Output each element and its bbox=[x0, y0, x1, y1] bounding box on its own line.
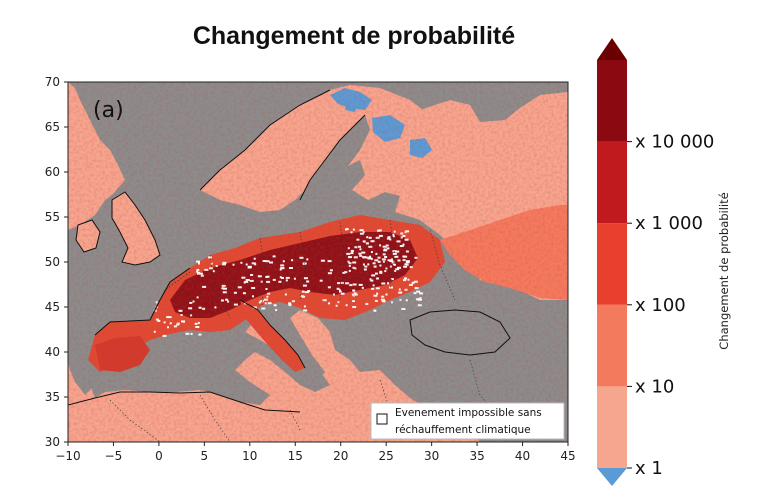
colorbar-bin bbox=[597, 141, 627, 224]
y-tick-label: 55 bbox=[45, 210, 60, 224]
colorbar-label: Changement de probabilité bbox=[717, 192, 731, 349]
colorbar-tick-label: x 1 000 bbox=[635, 213, 703, 234]
x-tick-label: 20 bbox=[333, 449, 348, 463]
coastlines bbox=[68, 89, 511, 413]
y-tick-label: 70 bbox=[45, 75, 60, 89]
x-tick-label: 30 bbox=[424, 449, 439, 463]
colorbar-under-arrow bbox=[597, 468, 627, 486]
colorbar-over-arrow bbox=[597, 38, 627, 60]
x-tick-label: 45 bbox=[560, 449, 575, 463]
y-axis: 30 35 40 45 50 55 60 65 70 bbox=[45, 75, 68, 449]
colorbar-bin bbox=[597, 60, 627, 142]
y-tick-label: 40 bbox=[45, 345, 60, 359]
colorbar-tick-label: x 100 bbox=[635, 295, 686, 316]
colorbar-bin bbox=[597, 304, 627, 387]
x-tick-label: −5 bbox=[105, 449, 123, 463]
colorbar-bin bbox=[597, 386, 627, 468]
y-tick-label: 65 bbox=[45, 120, 60, 134]
panel-label: (a) bbox=[93, 98, 124, 123]
colorbar-bin bbox=[597, 223, 627, 305]
y-tick-label: 60 bbox=[45, 165, 60, 179]
colorbar: x 1 x 10 x 100 x 1 000 x 10 000 bbox=[597, 38, 714, 486]
x-tick-label: 0 bbox=[155, 449, 163, 463]
impossible-legend: Evenement impossible sans réchauffement … bbox=[370, 402, 565, 440]
legend-box bbox=[370, 402, 565, 440]
map-area bbox=[68, 82, 568, 442]
chart-title: Changement de probabilité bbox=[192, 22, 516, 50]
y-tick-label: 30 bbox=[45, 435, 60, 449]
y-tick-label: 50 bbox=[45, 255, 60, 269]
x-tick-label: 15 bbox=[288, 449, 303, 463]
x-tick-label: 35 bbox=[469, 449, 484, 463]
x-tick-label: 10 bbox=[242, 449, 257, 463]
colorbar-tick-label: x 1 bbox=[635, 458, 663, 479]
x-tick-label: 5 bbox=[201, 449, 209, 463]
x-tick-label: 40 bbox=[515, 449, 530, 463]
y-tick-label: 45 bbox=[45, 300, 60, 314]
y-tick-label: 35 bbox=[45, 390, 60, 404]
legend-line1: Evenement impossible sans bbox=[395, 407, 542, 419]
x-tick-label: −10 bbox=[55, 449, 80, 463]
colorbar-tick-label: x 10 000 bbox=[635, 132, 714, 153]
legend-swatch bbox=[376, 413, 388, 425]
x-tick-label: 25 bbox=[379, 449, 394, 463]
x-axis: −10 −5 0 5 10 15 20 25 30 35 40 45 bbox=[55, 442, 576, 463]
texture-overlay bbox=[68, 82, 568, 442]
colorbar-tick-label: x 10 bbox=[635, 376, 674, 397]
legend-line2: réchauffement climatique bbox=[395, 424, 531, 436]
